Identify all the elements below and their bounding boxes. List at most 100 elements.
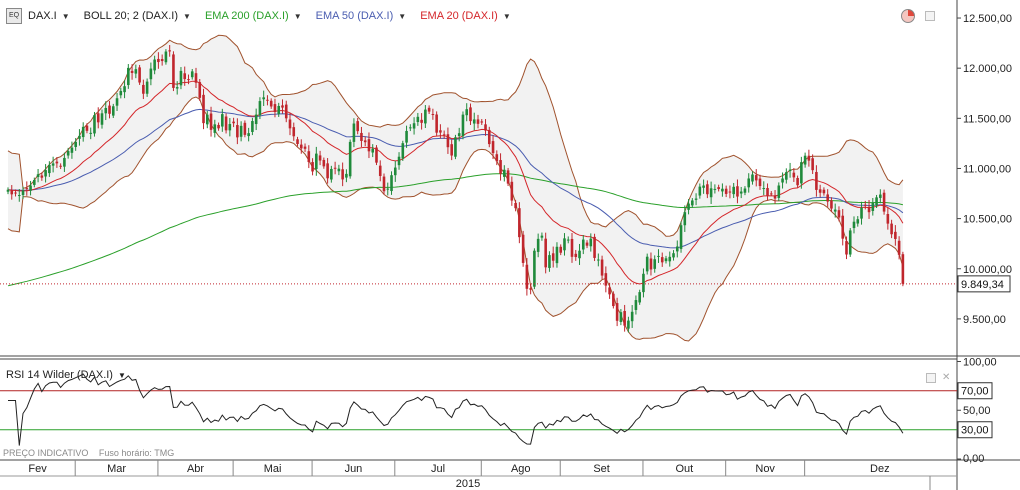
app-icon[interactable]: EQ: [6, 8, 22, 24]
candle: [461, 114, 465, 137]
candle: [660, 257, 664, 263]
indicative-price-label: PREÇO INDICATIVO: [3, 448, 89, 458]
candle: [262, 97, 265, 100]
rsi-level-box: [957, 421, 993, 439]
dropdown-arrow-icon[interactable]: ▼: [61, 11, 70, 21]
legend-symbol[interactable]: DAX.I ▼: [28, 10, 70, 22]
clock-icon[interactable]: [901, 9, 915, 23]
month-label: Out: [675, 463, 693, 475]
dropdown-arrow-icon[interactable]: ▼: [398, 11, 407, 21]
month-label: Abr: [187, 463, 204, 475]
candle: [70, 147, 74, 153]
candle: [472, 119, 476, 124]
candle: [115, 98, 119, 106]
y-tick-label: 11.500,00: [963, 113, 1011, 125]
dropdown-arrow-icon[interactable]: ▼: [293, 11, 302, 21]
maximize-icon[interactable]: [925, 11, 935, 21]
candle: [777, 185, 781, 198]
candle: [236, 125, 239, 138]
candle: [390, 175, 393, 192]
bollinger-lower-line: [7, 96, 904, 342]
candle: [781, 178, 784, 183]
candle: [48, 165, 51, 174]
candle: [894, 231, 897, 239]
candle: [529, 288, 532, 290]
candle: [239, 125, 243, 137]
candle: [717, 187, 720, 190]
candle: [303, 146, 307, 149]
candle: [93, 115, 96, 134]
legend-boll[interactable]: BOLL 20; 2 (DAX.I) ▼: [84, 10, 191, 22]
candle: [66, 151, 70, 156]
candle: [788, 169, 792, 171]
candle: [604, 273, 608, 286]
candle: [33, 179, 36, 185]
candle: [754, 175, 758, 181]
candle: [160, 59, 164, 62]
candle: [198, 82, 202, 98]
candle: [134, 69, 138, 74]
candle: [190, 71, 194, 78]
candle: [74, 141, 77, 148]
candle: [375, 147, 378, 163]
month-label: Mar: [107, 463, 126, 475]
candle: [14, 192, 17, 194]
rsi-line: [8, 373, 904, 446]
candle: [435, 114, 438, 133]
candle: [81, 126, 85, 138]
dropdown-arrow-icon[interactable]: ▼: [502, 11, 511, 21]
candle: [848, 230, 852, 255]
candle: [224, 116, 228, 131]
candle: [724, 188, 728, 194]
y-tick-label: 9.500,00: [963, 314, 1006, 326]
candle: [175, 87, 179, 89]
candle: [348, 141, 352, 177]
candle: [10, 190, 14, 195]
candle: [21, 190, 25, 196]
candle: [127, 67, 130, 86]
candle: [657, 255, 660, 257]
dropdown-arrow-icon[interactable]: ▼: [183, 11, 191, 21]
maximize-icon[interactable]: [926, 372, 936, 383]
candle: [521, 234, 525, 263]
candle: [630, 311, 634, 322]
candle: [852, 221, 856, 229]
candle: [785, 172, 788, 180]
candle: [168, 50, 171, 52]
legend-ema50[interactable]: EMA 50 (DAX.I) ▼: [316, 10, 407, 22]
candle: [111, 106, 115, 116]
dropdown-arrow-icon[interactable]: ▼: [117, 370, 126, 380]
candle: [533, 250, 536, 287]
candle: [672, 253, 675, 258]
candle: [675, 246, 679, 252]
candle: [123, 86, 126, 93]
rsi-legend[interactable]: RSI 14 Wilder (DAX.I) ▼: [6, 369, 126, 381]
candle: [766, 188, 769, 196]
candle: [100, 113, 104, 125]
candle: [484, 124, 487, 131]
last-price-label: 9.849,34: [961, 279, 1004, 291]
month-label: Ago: [511, 463, 531, 475]
candle: [499, 160, 502, 174]
candle: [807, 155, 811, 161]
candle: [371, 148, 375, 153]
candle: [427, 107, 431, 112]
legend-ema200[interactable]: EMA 200 (DAX.I) ▼: [205, 10, 302, 22]
timezone-label: Fuso horário: TMG: [98, 448, 175, 458]
candle: [386, 188, 390, 190]
candle: [420, 119, 423, 123]
candle: [202, 94, 205, 124]
candle: [258, 101, 262, 116]
candle: [792, 172, 796, 178]
rsi-level-label: 70,00: [961, 386, 989, 398]
candle: [277, 105, 281, 114]
legend-ema20[interactable]: EMA 20 (DAX.I) ▼: [420, 10, 511, 22]
candle: [254, 114, 258, 125]
candle: [638, 292, 641, 303]
candle: [337, 168, 341, 172]
candle: [600, 259, 604, 276]
chart-legend: EQ DAX.I ▼ BOLL 20; 2 (DAX.I) ▼ EMA 200 (D…: [6, 6, 525, 26]
close-icon[interactable]: ✕: [942, 372, 951, 383]
candle: [514, 202, 517, 209]
